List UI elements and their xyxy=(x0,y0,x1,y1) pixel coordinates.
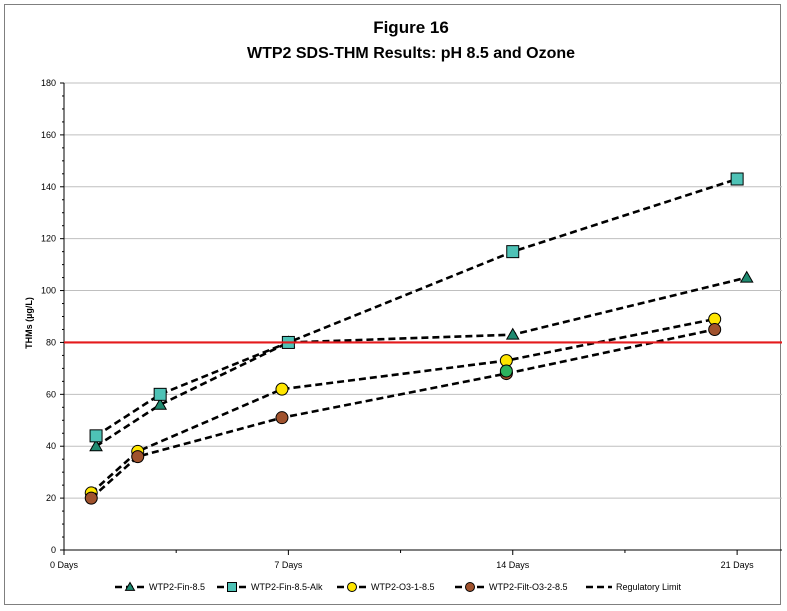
legend-swatch-marker xyxy=(227,582,237,592)
series-2-point xyxy=(506,245,520,259)
series-1-point xyxy=(739,270,754,283)
series-line-2 xyxy=(95,177,738,437)
axes xyxy=(60,82,782,555)
series-4-point xyxy=(708,322,722,336)
series-4-point xyxy=(84,491,98,505)
chart-frame: Figure 16 WTP2 SDS-THM Results: pH 8.5 a… xyxy=(4,4,782,605)
y-tick-label: 40 xyxy=(46,441,56,451)
series-layer xyxy=(64,172,782,505)
chart-svg: Figure 16 WTP2 SDS-THM Results: pH 8.5 a… xyxy=(24,18,782,592)
y-tick-label: 140 xyxy=(41,182,56,192)
x-tick-label: 0 Days xyxy=(50,560,79,570)
y-tick-label: 100 xyxy=(41,286,56,296)
series-4-point xyxy=(275,411,289,425)
series-1-point xyxy=(505,327,520,340)
y-tick-label: 160 xyxy=(41,130,56,140)
chart-title: Figure 16 xyxy=(373,18,449,37)
series-2-point xyxy=(89,429,103,443)
legend-item-4: WTP2-Filt-O3-2-8.5 xyxy=(455,582,568,592)
y-axis-title: THMs (µg/L) xyxy=(24,297,34,349)
legend: WTP2-Fin-8.5 WTP2-Fin-8.5-Alk WTP2-O3-1-8.… xyxy=(115,581,682,592)
series-2-point xyxy=(730,172,744,186)
legend-label: WTP2-Filt-O3-2-8.5 xyxy=(489,582,568,592)
legend-label: WTP2-Fin-8.5-Alk xyxy=(251,582,323,592)
legend-swatch-marker xyxy=(347,582,357,592)
legend-item-1: WTP2-Fin-8.5 xyxy=(115,581,205,592)
legend-label: Regulatory Limit xyxy=(616,582,682,592)
tick-labels: 0 20 40 60 80 100 120 140 160 180 0 Days 7 Days 14 D… xyxy=(41,78,754,570)
series-3-point xyxy=(275,382,289,396)
legend-item-2: WTP2-Fin-8.5-Alk xyxy=(217,582,323,592)
y-tick-label: 20 xyxy=(46,493,56,503)
legend-label: WTP2-O3-1-8.5 xyxy=(371,582,435,592)
series-2-point xyxy=(153,387,167,401)
y-tick-label: 180 xyxy=(41,78,56,88)
series-line-3 xyxy=(90,317,715,494)
series-1-point xyxy=(153,397,168,410)
x-tick-label: 7 Days xyxy=(274,560,303,570)
legend-label: WTP2-Fin-8.5 xyxy=(149,582,205,592)
chart-subtitle: WTP2 SDS-THM Results: pH 8.5 and Ozone xyxy=(247,45,575,62)
legend-item-3: WTP2-O3-1-8.5 xyxy=(337,582,435,592)
series-4-point xyxy=(131,450,145,464)
x-tick-label: 14 Days xyxy=(496,560,530,570)
extra-point xyxy=(499,364,513,378)
x-tick-label: 21 Days xyxy=(721,560,755,570)
legend-swatch-marker xyxy=(465,582,475,592)
y-tick-label: 0 xyxy=(51,545,56,555)
legend-swatch-marker xyxy=(124,581,136,591)
y-tick-label: 60 xyxy=(46,389,56,399)
series-1-point xyxy=(89,439,103,452)
series-line-4 xyxy=(90,328,715,500)
y-tick-label: 120 xyxy=(41,234,56,244)
series-line-1 xyxy=(95,276,748,448)
legend-item-5: Regulatory Limit xyxy=(586,582,682,592)
y-tick-label: 80 xyxy=(46,337,56,347)
